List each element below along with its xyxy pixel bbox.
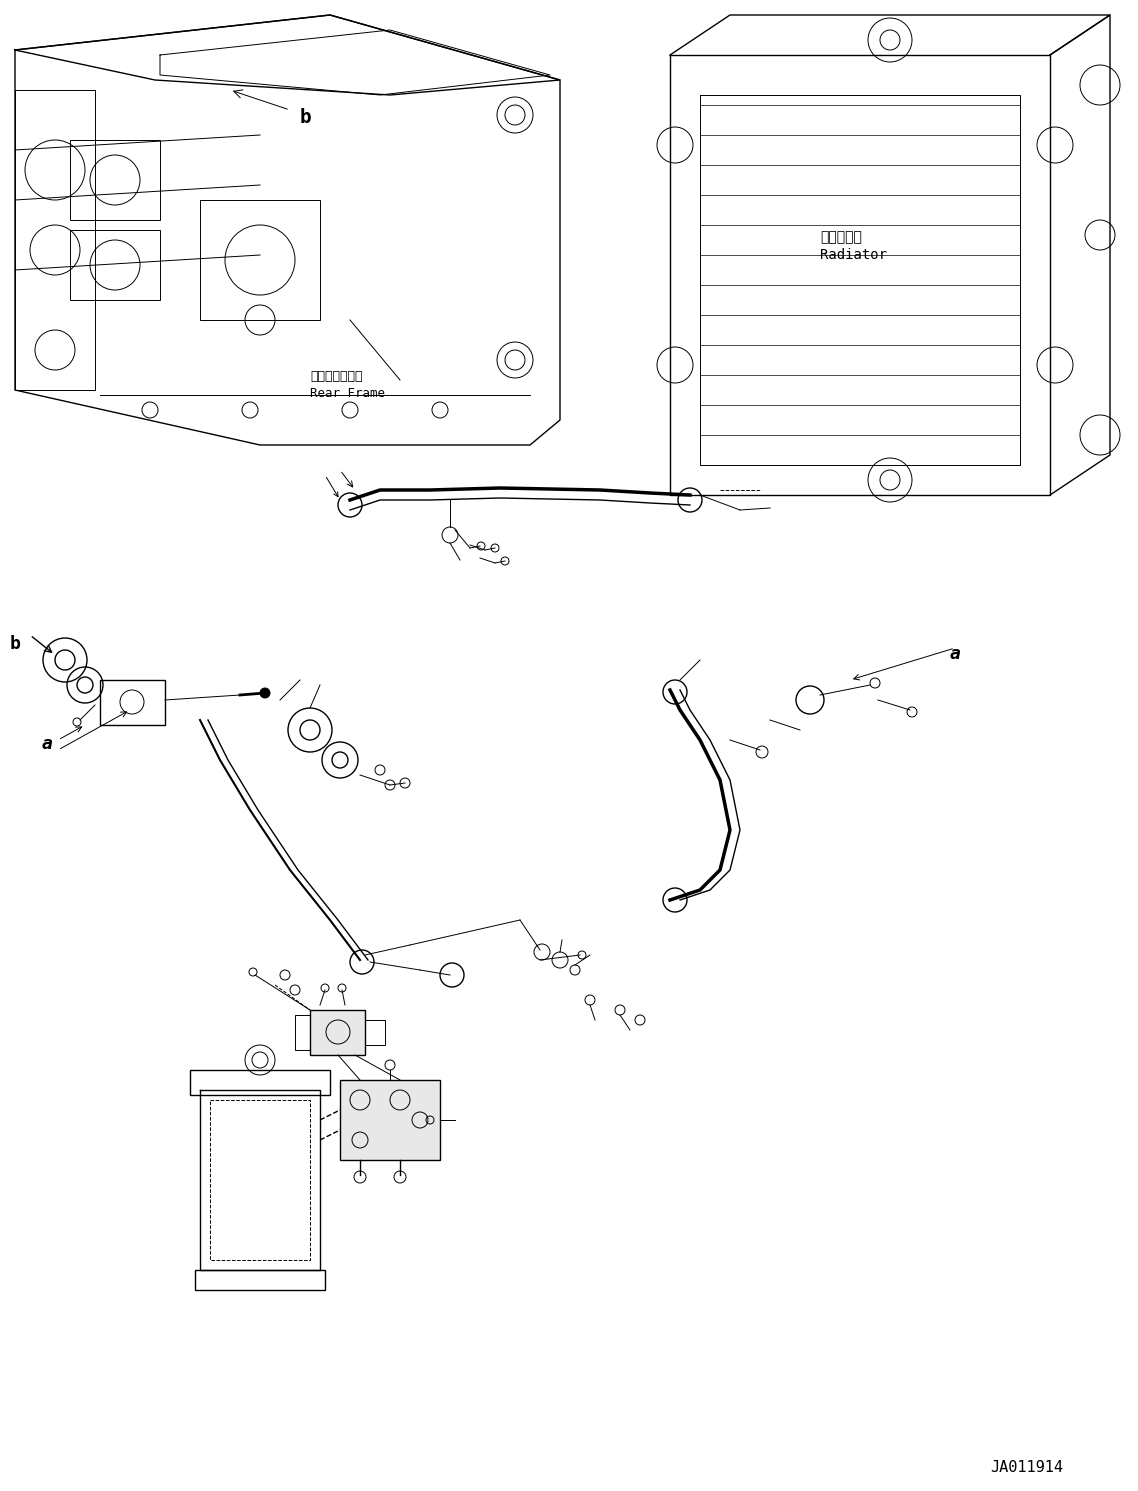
Bar bbox=[295, 1015, 310, 1050]
Bar bbox=[71, 230, 160, 300]
Bar bbox=[71, 140, 160, 221]
Text: a: a bbox=[42, 735, 52, 753]
Bar bbox=[195, 1270, 325, 1290]
Bar bbox=[310, 1009, 365, 1056]
Text: b: b bbox=[300, 107, 312, 127]
Text: b: b bbox=[10, 635, 20, 653]
Bar bbox=[340, 1079, 440, 1160]
Bar bbox=[365, 1020, 385, 1045]
Text: a: a bbox=[950, 646, 960, 663]
Bar bbox=[200, 200, 320, 321]
Bar bbox=[190, 1071, 330, 1094]
Text: Rear Frame: Rear Frame bbox=[310, 388, 385, 400]
Bar bbox=[100, 680, 165, 725]
Text: リヤーフレーム: リヤーフレーム bbox=[310, 370, 363, 383]
Circle shape bbox=[259, 687, 270, 698]
Text: Radiator: Radiator bbox=[820, 248, 887, 262]
Bar bbox=[15, 89, 94, 391]
Text: ラジエータ: ラジエータ bbox=[820, 230, 861, 245]
Text: JA011914: JA011914 bbox=[990, 1460, 1063, 1475]
